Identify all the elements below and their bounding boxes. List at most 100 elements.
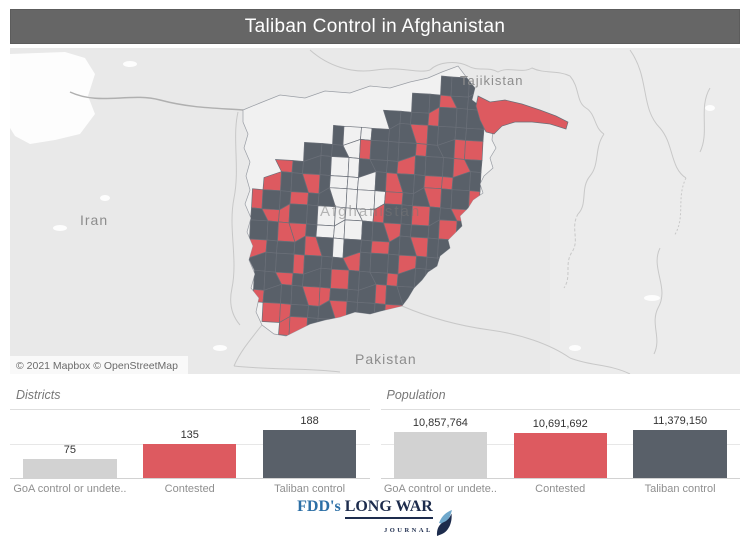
district-cell[interactable] [320,143,333,157]
districts-category-axis: GoA control or undete.. Contested Taliba… [10,483,370,495]
district-cell[interactable] [280,171,293,193]
district-cell[interactable] [423,175,443,190]
district-cell[interactable] [359,251,372,273]
district-cell[interactable] [359,139,372,160]
district-cell[interactable] [387,253,400,275]
bar-column-taliban: 11,379,150 [620,415,740,478]
district-cell[interactable] [265,239,278,254]
district-cell[interactable] [330,156,350,177]
wakhan-corridor[interactable] [475,95,569,135]
bar-taliban-population[interactable] [633,430,727,478]
bar-value: 11,379,150 [652,415,708,427]
district-cell[interactable] [291,160,304,174]
district-cell[interactable] [424,156,444,177]
district-cell[interactable] [399,110,412,125]
label-afghanistan: Afghanistan [320,203,421,220]
district-cell[interactable] [361,220,374,242]
district-cell[interactable] [289,191,309,206]
district-cell[interactable] [369,140,389,161]
district-cell[interactable] [465,127,485,142]
district-cell[interactable] [343,219,363,241]
label-pakistan: Pakistan [355,351,417,367]
district-cell[interactable] [319,155,332,176]
bar-value: 10,857,764 [412,417,468,429]
district-cell[interactable] [386,272,399,287]
district-cell[interactable] [329,175,349,190]
district-cell[interactable] [253,269,266,291]
bar-column-goa: 75 [10,444,130,478]
district-cell[interactable] [347,269,360,291]
map-attribution[interactable]: © 2021 Mapbox © OpenStreetMap [16,360,178,372]
district-cell[interactable] [280,283,293,305]
fdd-long-war-journal-logo[interactable]: FDD's LONG WAR JOURNAL [297,499,453,537]
district-cell[interactable] [414,155,427,176]
district-cell[interactable] [426,237,439,259]
district-cell[interactable] [399,223,412,238]
districts-plot: 75 135 188 [10,409,370,479]
district-cell[interactable] [369,252,389,274]
district-cell[interactable] [464,140,484,161]
district-cell[interactable] [249,219,269,241]
district-cell[interactable] [347,157,360,178]
bar-contested-population[interactable] [513,433,607,478]
district-cell[interactable] [386,160,399,174]
district-cell[interactable] [305,223,318,238]
bar-goa-population[interactable] [393,432,488,478]
district-cell[interactable] [440,188,453,210]
district-cell[interactable] [320,255,333,270]
bar-value: 75 [63,444,77,456]
district-cell[interactable] [450,189,470,211]
district-cell[interactable] [415,143,428,157]
district-cell[interactable] [307,305,320,319]
district-cell[interactable] [374,171,387,193]
category-label: Contested [535,483,586,495]
district-cell[interactable] [387,141,400,162]
district-cell[interactable] [261,189,281,211]
district-cell[interactable] [329,287,349,302]
district-cell[interactable] [276,240,296,255]
district-cell[interactable] [315,224,335,239]
district-cell[interactable] [411,92,431,114]
district-cell[interactable] [469,171,482,193]
district-cell[interactable] [330,268,350,290]
district-cell[interactable] [370,240,390,255]
district-cell[interactable] [370,127,390,142]
district-cell[interactable] [306,204,319,226]
district-cell[interactable] [346,176,359,191]
district-cell[interactable] [266,220,279,242]
district-cell[interactable] [440,75,453,97]
district-cell[interactable] [275,252,295,274]
bar-taliban-districts[interactable] [262,430,357,478]
district-cell[interactable] [454,126,467,141]
district-cell[interactable] [374,283,387,305]
district-cell[interactable] [332,124,345,146]
district-cell[interactable] [455,107,468,129]
district-mosaic[interactable] [248,75,485,339]
district-cell[interactable] [453,139,466,160]
districts-title: Districts [16,388,61,402]
district-cell[interactable] [251,188,264,210]
map-view[interactable]: Iran Afghanistan Tajikistan Pakistan © 2… [10,48,740,374]
district-cell[interactable] [442,157,455,178]
district-cell[interactable] [288,203,308,225]
district-cell[interactable] [332,237,345,259]
district-cell[interactable] [426,124,439,146]
district-cell[interactable] [264,251,277,273]
district-cell[interactable] [360,126,373,141]
district-cell[interactable] [291,272,304,287]
district-cell[interactable] [438,106,458,128]
district-cell[interactable] [415,255,428,270]
bar-contested-districts[interactable] [143,444,237,478]
district-cell[interactable] [441,176,454,191]
district-cell[interactable] [410,224,430,239]
label-iran: Iran [80,212,108,228]
district-cell[interactable] [346,288,359,303]
district-cell[interactable] [289,304,309,318]
district-cell[interactable] [410,111,430,126]
district-cell[interactable] [307,192,320,207]
district-cell[interactable] [292,253,305,275]
bar-goa-districts[interactable] [23,459,117,478]
district-cell[interactable] [319,267,332,289]
district-cell[interactable] [261,302,281,323]
district-cell[interactable] [360,239,373,254]
